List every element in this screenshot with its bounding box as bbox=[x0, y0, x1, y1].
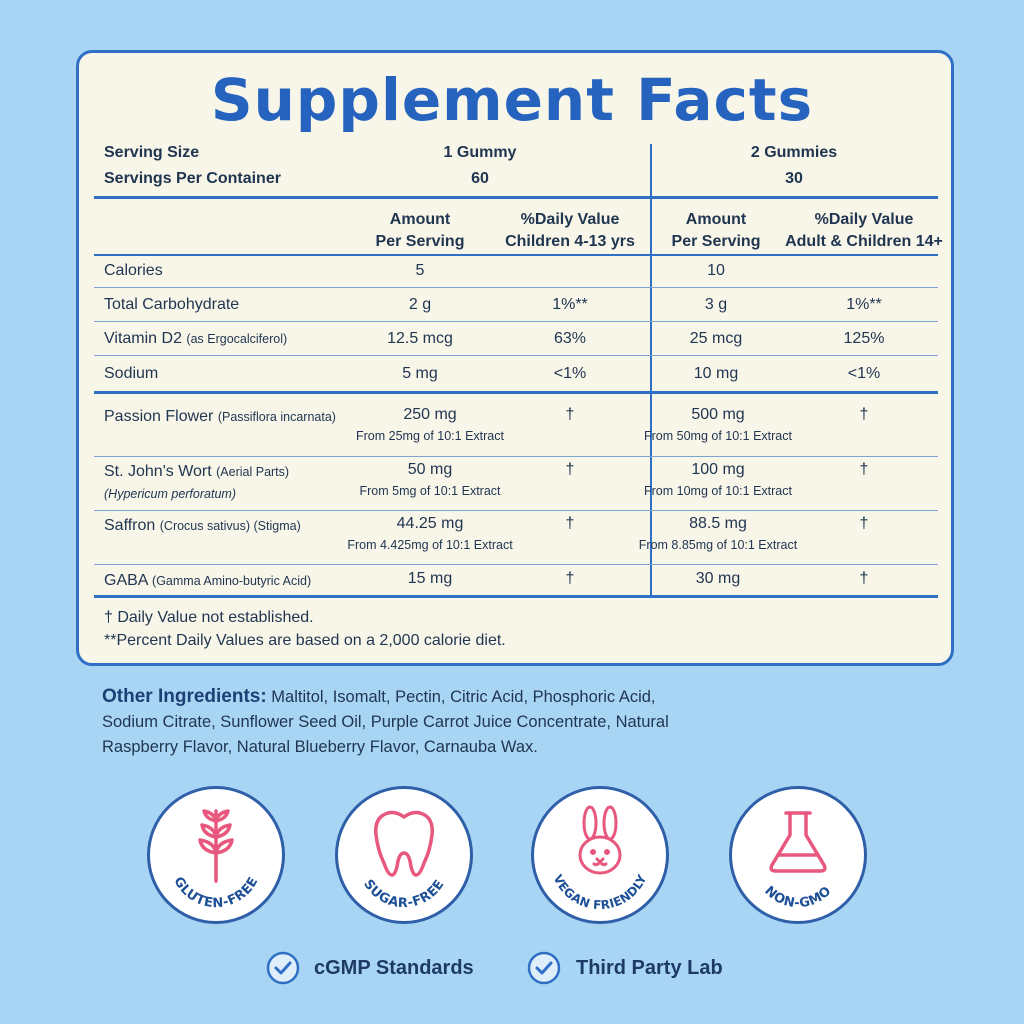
serving-size-label: Serving Size bbox=[104, 144, 200, 161]
divider bbox=[94, 595, 938, 598]
check-circle-icon bbox=[527, 951, 561, 985]
column-divider bbox=[650, 144, 652, 598]
botanical-dv-child: † bbox=[565, 406, 575, 423]
botanical-amount-adult: 88.5 mg From 8.85mg of 10:1 Extract bbox=[638, 515, 798, 552]
nutrient-amount-adult: 10 bbox=[707, 262, 725, 279]
nutrient-dv-adult: 1%** bbox=[846, 296, 882, 313]
botanical-dv-adult: † bbox=[859, 570, 869, 587]
footnote-percent: **Percent Daily Values are based on a 2,… bbox=[104, 632, 506, 649]
vegan-friendly-badge: VEGAN FRIENDLY bbox=[531, 786, 669, 924]
row-divider bbox=[94, 456, 938, 457]
bunny-icon bbox=[578, 805, 622, 875]
other-ingredients: Other Ingredients: Maltitol, Isomalt, Pe… bbox=[102, 684, 802, 760]
nutrient-amount-adult: 10 mg bbox=[693, 365, 739, 382]
botanical-amount-adult: 30 mg bbox=[695, 570, 741, 587]
amount-header-child: Amount Per Serving bbox=[375, 211, 465, 250]
nutrient-amount-child: 2 g bbox=[408, 296, 432, 313]
row-divider bbox=[94, 287, 938, 288]
other-ingredients-line: Maltitol, Isomalt, Pectin, Citric Acid, … bbox=[271, 688, 656, 706]
nutrient-amount-child: 5 bbox=[415, 262, 425, 279]
daily-value-header-adult: %Daily Value Adult & Children 14+ bbox=[785, 211, 943, 250]
non-gmo-badge: NON-GMO bbox=[729, 786, 867, 924]
row-divider bbox=[94, 355, 938, 356]
gluten-free-badge: GLUTEN-FREE bbox=[147, 786, 285, 924]
row-divider bbox=[94, 321, 938, 322]
flask-icon bbox=[769, 811, 827, 873]
daily-value-header-child: %Daily Value Children 4-13 yrs bbox=[505, 211, 635, 250]
servings-count-child: 60 bbox=[471, 170, 489, 187]
divider bbox=[94, 391, 938, 394]
nutrient-amount-adult: 25 mcg bbox=[689, 330, 743, 347]
tooth-icon bbox=[374, 810, 434, 877]
botanical-amount-adult: 500 mg From 50mg of 10:1 Extract bbox=[644, 406, 792, 443]
botanical-dv-child: † bbox=[565, 461, 575, 478]
nutrient-amount-child: 5 mg bbox=[402, 365, 438, 382]
badge-label: SUGAR-FREE bbox=[360, 877, 447, 911]
cgmp-standards-label: cGMP Standards bbox=[314, 957, 474, 979]
divider bbox=[94, 196, 938, 199]
serving-size-adult: 2 Gummies bbox=[750, 144, 838, 161]
amount-header-adult: Amount Per Serving bbox=[671, 211, 761, 250]
badge-label: VEGAN FRIENDLY bbox=[551, 872, 650, 912]
nutrient-dv-adult: <1% bbox=[847, 365, 881, 382]
nutrient-dv-child: <1% bbox=[553, 365, 587, 382]
botanical-amount-child: 50 mg From 5mg of 10:1 Extract bbox=[359, 461, 501, 498]
nutrient-amount-child: 12.5 mcg bbox=[387, 330, 453, 347]
servings-per-container-label: Servings Per Container bbox=[104, 170, 281, 187]
other-ingredients-line: Raspberry Flavor, Natural Blueberry Flav… bbox=[102, 738, 538, 756]
page-title: Supplement Facts bbox=[210, 66, 814, 134]
row-divider bbox=[94, 510, 938, 511]
nutrient-dv-adult: 125% bbox=[843, 330, 885, 347]
nutrient-dv-child: 63% bbox=[553, 330, 587, 347]
sugar-free-badge: SUGAR-FREE bbox=[335, 786, 473, 924]
check-circle-icon bbox=[266, 951, 300, 985]
supplement-facts-panel bbox=[76, 50, 954, 666]
botanical-dv-adult: † bbox=[859, 406, 869, 423]
botanical-amount-adult: 100 mg From 10mg of 10:1 Extract bbox=[644, 461, 792, 498]
other-ingredients-heading: Other Ingredients: bbox=[102, 686, 267, 707]
botanical-dv-adult: † bbox=[859, 461, 869, 478]
wheat-icon bbox=[198, 809, 234, 883]
svg-text:SUGAR-FREE: SUGAR-FREE bbox=[360, 877, 447, 911]
svg-text:VEGAN FRIENDLY: VEGAN FRIENDLY bbox=[551, 872, 650, 912]
botanical-dv-child: † bbox=[565, 570, 575, 587]
nutrient-dv-child: 1%** bbox=[552, 296, 588, 313]
third-party-lab-label: Third Party Lab bbox=[576, 957, 723, 979]
nutrient-name: Vitamin D2 (as Ergocalciferol) bbox=[104, 330, 288, 347]
botanical-dv-adult: † bbox=[859, 515, 869, 532]
nutrient-name: Calories bbox=[104, 262, 163, 279]
serving-size-child: 1 Gummy bbox=[443, 144, 517, 161]
badge-label: NON-GMO bbox=[761, 884, 834, 912]
botanical-name: Saffron (Crocus sativus) (Stigma) bbox=[104, 517, 301, 534]
svg-text:NON-GMO: NON-GMO bbox=[761, 884, 834, 912]
botanical-dv-child: † bbox=[565, 515, 575, 532]
nutrient-name: Sodium bbox=[104, 365, 159, 382]
nutrient-name: Total Carbohydrate bbox=[104, 296, 240, 313]
footnote-dagger: † Daily Value not established. bbox=[104, 609, 314, 626]
servings-count-adult: 30 bbox=[785, 170, 803, 187]
botanical-name: St. John's Wort (Aerial Parts) (Hypericum… bbox=[104, 463, 290, 501]
botanical-amount-child: 250 mg From 25mg of 10:1 Extract bbox=[356, 406, 504, 443]
botanical-amount-child: 15 mg bbox=[407, 570, 453, 587]
divider bbox=[94, 254, 938, 256]
botanical-name: GABA (Gamma Amino-butyric Acid) bbox=[104, 572, 312, 589]
row-divider bbox=[94, 564, 938, 565]
botanical-name: Passion Flower (Passiflora incarnata) bbox=[104, 408, 336, 425]
nutrient-amount-adult: 3 g bbox=[704, 296, 728, 313]
botanical-amount-child: 44.25 mg From 4.425mg of 10:1 Extract bbox=[347, 515, 513, 552]
other-ingredients-line: Sodium Citrate, Sunflower Seed Oil, Purp… bbox=[102, 713, 669, 731]
